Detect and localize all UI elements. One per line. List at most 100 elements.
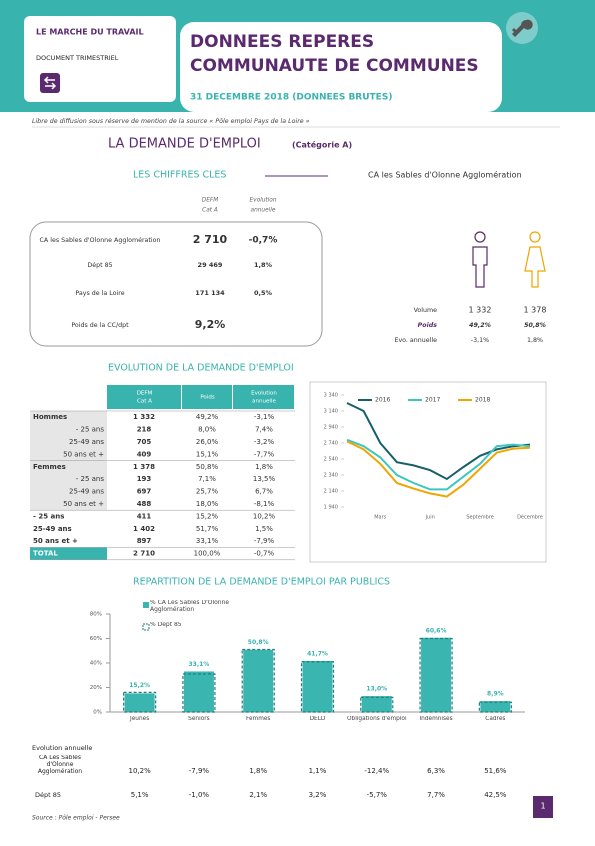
- row-label: CA les Sables d'Olonne Agglomération: [40, 236, 161, 244]
- title: COMMUNAUTE DE COMMUNES: [190, 56, 479, 76]
- cell: 10,2%: [129, 767, 152, 775]
- x-tick-label: Juin: [425, 515, 435, 521]
- data-label: 8,9%: [487, 691, 504, 698]
- cell: 1 332: [133, 413, 155, 421]
- key-box: [29, 221, 323, 347]
- cell: 411: [137, 512, 152, 520]
- page-subtitle: (Catégorie A): [292, 140, 352, 150]
- column-header: DEFM: [202, 198, 218, 204]
- cell: 1 378: [133, 463, 155, 471]
- row-label: 50 ans et +: [63, 500, 104, 508]
- cell: 50,8%: [196, 463, 219, 471]
- logo: [40, 73, 60, 93]
- column-header: Cat A: [137, 399, 152, 405]
- bar-outline: [123, 691, 157, 713]
- cell: 42,5%: [484, 791, 507, 799]
- legend-label: % CA Les Sables D'Olonne Agglomération: [150, 600, 230, 613]
- cell: 193: [137, 475, 152, 483]
- cell: 8,0%: [198, 426, 216, 434]
- page-title: LA DEMANDE D'EMPLOI: [108, 137, 261, 152]
- value: 49,2%: [469, 322, 491, 329]
- cell: 100,0%: [194, 550, 221, 558]
- row-label: 25-49 ans: [33, 525, 72, 533]
- x-tick-label: Décembre: [517, 514, 543, 521]
- row-label: Pays de la Loire: [75, 290, 124, 297]
- bar: [124, 693, 155, 712]
- x-tick-label: Cadres: [485, 716, 506, 722]
- value: 50,8%: [524, 322, 546, 329]
- title: DONNEES REPERES: [190, 32, 374, 52]
- section-title: REPARTITION DE LA DEMANDE D'EMPLOI PAR P…: [133, 577, 390, 588]
- bar: [302, 660, 333, 712]
- cell: 10,2%: [253, 512, 276, 520]
- legend-label: 2018: [475, 397, 490, 404]
- cell: 6,3%: [427, 767, 445, 775]
- column-header: Evolution: [251, 391, 277, 397]
- column-header: annuelle: [252, 399, 276, 405]
- cell: -3,2%: [254, 438, 275, 446]
- section-title: EVOLUTION DE LA DEMANDE D'EMPLOI: [108, 363, 294, 374]
- cell: 488: [137, 500, 152, 508]
- line-series: [346, 402, 531, 481]
- cell: 51,7%: [196, 525, 219, 533]
- note: Libre de diffusion sous réserve de menti…: [32, 117, 310, 125]
- row-label: Poids: [418, 322, 438, 329]
- cell: -3,1%: [254, 413, 275, 421]
- value: 1 332: [469, 306, 492, 315]
- cell: 2 710: [133, 550, 155, 558]
- cell: 25,7%: [196, 488, 219, 496]
- cell: 51,6%: [484, 767, 507, 775]
- bar: [421, 637, 452, 712]
- value: 9,2%: [195, 318, 226, 331]
- x-tick-label: Septembre: [466, 515, 494, 521]
- cell: 33,1%: [196, 537, 219, 545]
- cell: 697: [137, 488, 152, 496]
- y-tick-label: 2 940: [324, 425, 338, 431]
- cell: -7,7%: [254, 450, 275, 458]
- y-tick-label: 40%: [90, 661, 102, 667]
- woman-icon: [524, 231, 546, 288]
- bar-outline: [419, 637, 453, 713]
- cell: 15,1%: [196, 450, 219, 458]
- legend-swatch: [143, 602, 149, 608]
- row-label: Femmes: [33, 463, 66, 471]
- cell: 1,8%: [249, 767, 267, 775]
- legend-label: % CA Les Sables D'Olonne Agglomération: [150, 600, 230, 613]
- page-number-box: [533, 796, 553, 818]
- y-tick-label: 2 540: [324, 457, 338, 463]
- bar: [361, 696, 392, 712]
- y-tick-label: 1 940: [324, 505, 338, 511]
- cell: 7,4%: [255, 426, 273, 434]
- key-icon: [512, 19, 533, 37]
- column-header: DEFM: [137, 391, 153, 397]
- column-header: Cat A: [202, 208, 218, 214]
- value: 1 378: [524, 306, 547, 315]
- source: Source : Pôle emploi - Persee: [32, 815, 120, 822]
- value: 29 469: [198, 261, 223, 269]
- data-label: 60,6%: [426, 627, 447, 634]
- x-tick-label: Mars: [374, 515, 386, 521]
- bar-outline: [300, 661, 335, 713]
- cell: 409: [137, 450, 152, 458]
- value: 0,5%: [254, 289, 273, 297]
- title-box: [180, 22, 502, 112]
- logo-arrows: [43, 76, 57, 90]
- row-label: - 25 ans: [76, 475, 105, 483]
- bar-outline: [182, 673, 216, 713]
- bar-outline: [478, 701, 512, 713]
- cell: 897: [137, 537, 152, 545]
- header-cell: [107, 385, 181, 409]
- x-tick-label: Femmes: [246, 716, 270, 722]
- man-icon: [472, 231, 488, 288]
- row-label: Evo. annuelle: [394, 337, 437, 344]
- cell: 7,7%: [427, 791, 445, 799]
- cell: 49,2%: [196, 413, 219, 421]
- x-tick-label: Jeunes: [130, 716, 149, 722]
- cell: 3,2%: [309, 791, 327, 799]
- header-cell: [233, 385, 294, 409]
- row-label: - 25 ans: [33, 512, 64, 520]
- bar-outline: [360, 696, 394, 713]
- row-label: 25-49 ans: [69, 438, 104, 446]
- y-tick-label: 20%: [90, 685, 102, 691]
- value: 171 134: [195, 289, 225, 297]
